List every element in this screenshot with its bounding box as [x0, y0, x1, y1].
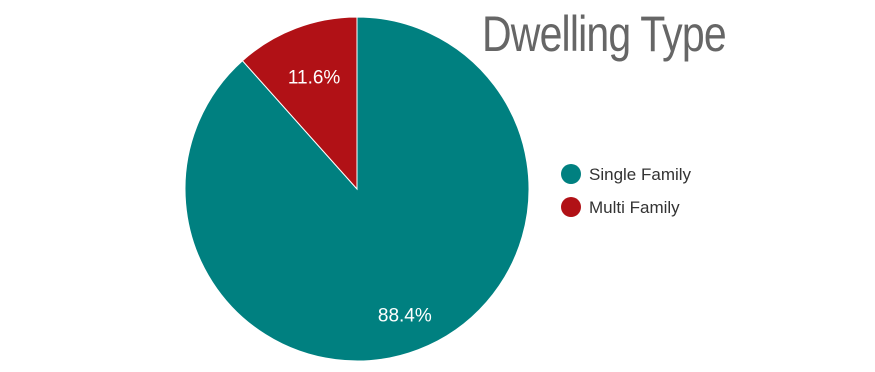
legend-marker-multi-family	[561, 197, 581, 217]
legend-label-multi-family: Multi Family	[589, 198, 680, 217]
pie-slice-multi-family	[241, 16, 358, 191]
slice-label-multi-family: 11.6%	[288, 68, 341, 89]
legend-marker-single-family	[561, 164, 581, 184]
slice-label-single-family: 88.4%	[378, 305, 432, 326]
chart-title: Dwelling Type	[482, 6, 727, 62]
legend-label-single-family: Single Family	[589, 165, 692, 184]
